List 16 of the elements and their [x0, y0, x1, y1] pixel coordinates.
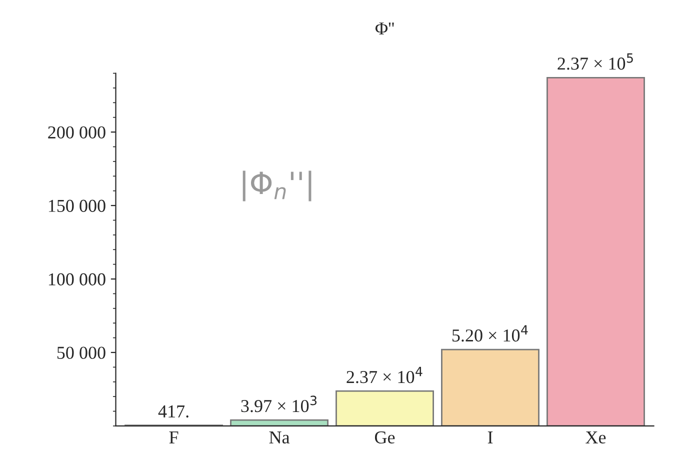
x-tick-label: F — [169, 432, 178, 444]
y-tick-label: 150 000 — [48, 200, 106, 212]
data-label: 2.37 × 10$^{5}$ — [558, 53, 633, 70]
x-tick-label: Ge — [374, 431, 395, 444]
data-label: 3.97 × 10$^{3}$ — [241, 396, 317, 412]
x-tick-label: Na — [269, 432, 290, 444]
y-tick-label: 50 000 — [57, 346, 106, 359]
data-label: 2.37 × 10$^{4}$ — [346, 366, 422, 384]
data-label: 5.20 × 10$^{4}$ — [452, 325, 528, 342]
x-tick-label: Xe — [586, 432, 606, 444]
x-tick-label: I — [488, 432, 493, 444]
chart-title: Φ'' — [375, 22, 394, 34]
y-tick-label: 100 000 — [48, 273, 106, 286]
data-label: 417. — [158, 405, 188, 418]
annotation: |Φ$_{n}$''| — [242, 170, 312, 202]
y-tick-label: 200 000 — [48, 126, 106, 138]
